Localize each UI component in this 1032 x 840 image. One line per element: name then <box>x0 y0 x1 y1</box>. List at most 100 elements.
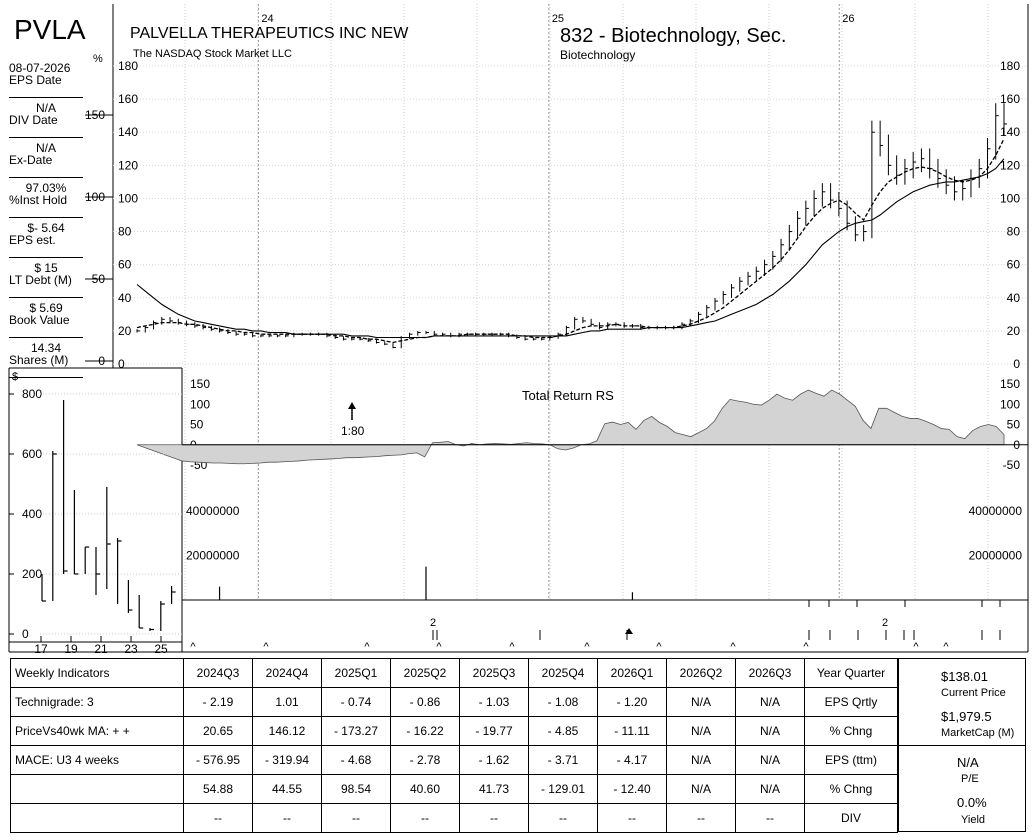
event-count-1: 2 <box>430 617 436 629</box>
table-cell: 146.12 <box>252 716 322 746</box>
sidebar-stat: 08-07-2026 EPS Date <box>9 58 83 98</box>
price-tick-left: 160 <box>118 92 138 106</box>
table-row: PriceVs40wk MA: + +20.65 146.12- 173.27- … <box>10 716 898 746</box>
sidebar-stat-value: $ 15 <box>34 261 58 275</box>
event-caret: ^ <box>584 641 590 653</box>
market-cap-label: MarketCap (M) <box>941 727 1015 739</box>
rs-tick-right: 50 <box>1007 418 1021 432</box>
sidebar-stat-label: %Inst Hold <box>9 193 68 207</box>
sidebar-stat: $ 5.69 Book Value <box>9 298 83 338</box>
sidebar-stat: $- 5.64 EPS est. <box>9 218 83 258</box>
rs-title: Total Return RS <box>522 388 614 403</box>
event-caret: ^ <box>263 641 269 653</box>
sidebar-stat-label: Ex-Date <box>9 153 53 167</box>
rs-tick-right: 100 <box>1000 397 1020 411</box>
sidebar-stat: 97.03% %Inst Hold <box>9 178 83 218</box>
sidebar-stat-value: 14.34 <box>30 341 62 355</box>
table-cell: N/A <box>666 745 736 775</box>
table-cell: - 4.85 <box>528 716 598 746</box>
quarter-header: 2024Q4 <box>252 658 322 688</box>
sidebar-stat-label: LT Debt (M) <box>9 273 72 287</box>
event-caret: ^ <box>436 641 442 653</box>
table-cell: N/A <box>666 774 736 804</box>
quarter-header: 2026Q2 <box>666 658 736 688</box>
event-count-2: 2 <box>882 617 888 629</box>
sidebar-stat-value: 08-07-2026 <box>9 61 71 75</box>
yield-label: Yield <box>961 814 986 826</box>
volume-panel: 20000000 20000000 40000000 40000000 <box>186 504 1022 600</box>
price-tick-right: 120 <box>1000 158 1020 172</box>
summary-divider <box>899 745 1025 746</box>
sidebar-stat-label: EPS Date <box>9 73 62 87</box>
price-tick-right: 100 <box>1000 191 1020 205</box>
long-term-y-label: $ <box>12 371 18 383</box>
moving-average-long <box>136 158 1005 339</box>
table-cell: - 11.11 <box>597 716 667 746</box>
price-tick-left: 180 <box>118 59 138 73</box>
sidebar-stat-label: EPS est. <box>9 233 56 247</box>
table-cell: - 173.27 <box>321 716 391 746</box>
table-cell: N/A <box>735 716 805 746</box>
price-tick-left: 140 <box>118 125 138 139</box>
sidebar-stat: $ 15 LT Debt (M) <box>9 258 83 298</box>
dividend-yield: 0.0% <box>957 795 987 810</box>
rs-tick-right: -50 <box>1003 458 1021 472</box>
table-cell: - 1.03 <box>459 687 529 717</box>
ticker-symbol: PVLA <box>14 14 86 45</box>
table-cell: 1.01 <box>252 687 322 717</box>
volume-tick-right: 20000000 <box>969 549 1023 563</box>
table-cell: - 1.20 <box>597 687 667 717</box>
row-category: EPS (ttm) <box>804 745 898 775</box>
table-cell: - 1.62 <box>459 745 529 775</box>
table-header-category: Year Quarter <box>804 658 898 688</box>
row-label: MACE: U3 4 weeks <box>10 745 184 775</box>
table-cell: N/A <box>666 687 736 717</box>
table-cell: - 16.22 <box>390 716 460 746</box>
pe-label: P/E <box>961 773 979 785</box>
split-label: 1:80 <box>341 424 365 438</box>
long-term-tick: 200 <box>22 567 42 581</box>
event-markers: ^ ^ ^ ^ ^ ^ ^ ^ ^ ^ ^ <box>190 600 1001 653</box>
table-cell: - 12.40 <box>597 774 667 804</box>
row-label: Technigrade: 3 <box>10 687 184 717</box>
rs-tick-left: 150 <box>190 377 210 391</box>
price-tick-right: 140 <box>1000 125 1020 139</box>
long-term-x-label: 25 <box>154 642 168 656</box>
sidebar-stat: N/A Ex-Date <box>9 138 83 178</box>
price-tick-right: 180 <box>1000 59 1020 73</box>
table-cell: - 319.94 <box>252 745 322 775</box>
sidebar-stat-value: $- 5.64 <box>27 221 65 235</box>
price-summary: $138.01 Current Price $1,979.5 MarketCap… <box>898 658 1026 832</box>
table-cell: 98.54 <box>321 774 391 804</box>
long-term-chart: 0 200 400 600 800 17 19 21 23 25 <box>9 387 182 656</box>
row-label: PriceVs40wk MA: + + <box>10 716 184 746</box>
long-term-tick: 400 <box>22 507 42 521</box>
event-up-arrow <box>625 628 633 634</box>
quarter-header: 2026Q1 <box>597 658 667 688</box>
price-tick-right: 40 <box>1007 291 1021 305</box>
long-term-tick: 600 <box>22 447 42 461</box>
sidebar-stat-label: Book Value <box>9 313 70 327</box>
percent-axis-label: % <box>93 53 103 65</box>
event-caret: ^ <box>190 641 196 653</box>
volume-tick-right: 40000000 <box>969 504 1023 518</box>
table-header-label: Weekly Indicators <box>10 658 184 688</box>
price-tick-left: 60 <box>118 258 132 272</box>
table-cell: - 129.01 <box>528 774 598 804</box>
quarter-header: 2024Q3 <box>183 658 253 688</box>
sidebar-stat-label: DIV Date <box>9 113 58 127</box>
event-caret: ^ <box>943 641 949 653</box>
table-cell: 54.88 <box>183 774 253 804</box>
sidebar-stat-value: N/A <box>35 101 56 115</box>
long-term-x-label: 19 <box>64 642 78 656</box>
quarter-header: 2025Q1 <box>321 658 391 688</box>
industry-group: 832 - Biotechnology, Sec. <box>560 25 786 47</box>
volume-tick-left: 40000000 <box>186 504 240 518</box>
table-cell: N/A <box>735 687 805 717</box>
table-cell: - 0.86 <box>390 687 460 717</box>
rs-area <box>136 389 1005 465</box>
table-cell: 20.65 <box>183 716 253 746</box>
year-label: 26 <box>842 13 854 25</box>
table-cell: N/A <box>666 716 736 746</box>
